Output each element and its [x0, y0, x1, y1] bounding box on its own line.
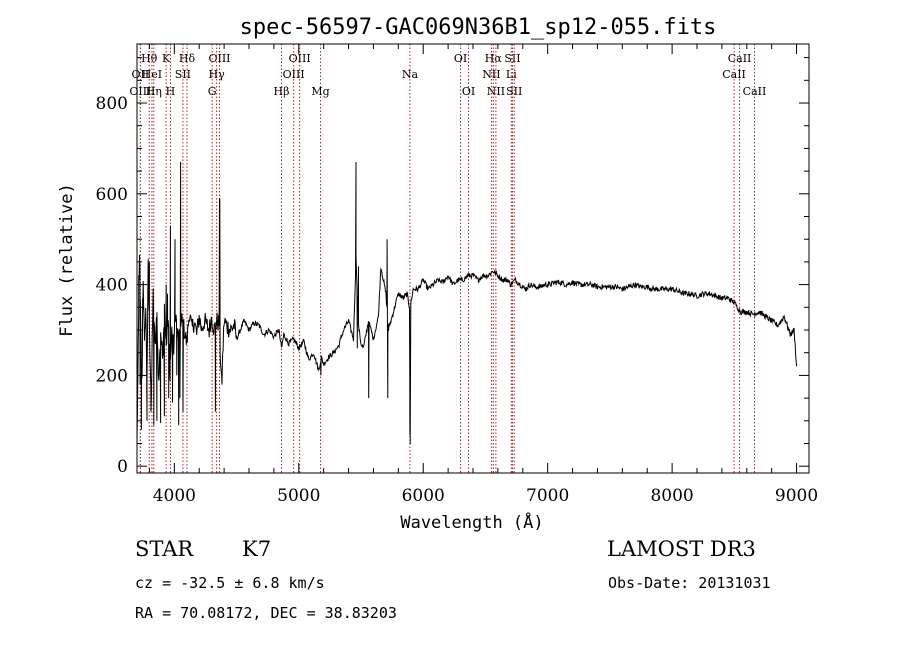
- spectrum-line: [137, 161, 798, 445]
- marker-label: CaII: [722, 68, 746, 81]
- y-tick-label: 0: [117, 457, 128, 477]
- marker-label: OIII: [283, 68, 305, 81]
- coordinates: RA = 70.08172, DEC = 38.83203: [135, 604, 397, 622]
- marker-label: CaII: [728, 52, 752, 65]
- marker-label: OIII: [208, 52, 230, 65]
- marker-label: Hβ: [274, 85, 290, 98]
- object-subclass: K7: [242, 537, 272, 561]
- x-tick-label: 8000: [650, 486, 693, 506]
- marker-label: Hδ: [179, 52, 196, 65]
- marker-label: SII: [175, 68, 191, 81]
- marker-label: Na: [402, 68, 419, 81]
- marker-label: G: [208, 85, 217, 98]
- marker-label: Hα: [485, 52, 503, 65]
- x-tick-label: 9000: [775, 486, 818, 506]
- marker-label: HeI: [142, 68, 162, 81]
- marker-label: NII: [482, 68, 500, 81]
- marker-label: Hγ: [209, 68, 226, 81]
- marker-label: CaII: [743, 85, 767, 98]
- marker-label: OIII: [289, 52, 311, 65]
- spectrum-series: [137, 161, 798, 445]
- x-axis-label: Wavelength (Å): [400, 511, 543, 533]
- marker-label: Mg: [311, 85, 329, 98]
- marker-label: Hθ: [141, 52, 158, 65]
- redshift-value: cz = -32.5 ± 6.8 km/s: [135, 574, 325, 592]
- chart-title: spec-56597-GAC069N36B1_sp12-055.fits: [240, 15, 717, 40]
- marker-label: NII: [487, 85, 505, 98]
- y-tick-label: 800: [96, 94, 128, 114]
- x-tick-label: 7000: [526, 486, 569, 506]
- marker-label: OIII: [129, 85, 151, 98]
- object-class: STAR: [135, 537, 194, 561]
- marker-label: H: [166, 85, 176, 98]
- x-tick-label: 6000: [402, 486, 445, 506]
- x-tick-label: 5000: [277, 486, 320, 506]
- survey-name: LAMOST DR3: [607, 537, 756, 561]
- marker-label: SII: [506, 85, 522, 98]
- marker-label: Hη: [146, 85, 162, 98]
- x-tick-label: 4000: [153, 486, 196, 506]
- plot-frame: [136, 43, 810, 474]
- marker-label: OI: [454, 52, 467, 65]
- marker-label: K: [162, 52, 171, 65]
- x-axis: 4000 5000 6000 7000 8000 9000: [148, 44, 818, 506]
- observation-date: Obs-Date: 20131031: [608, 574, 771, 592]
- y-axis: 0 200 400 600 800: [96, 57, 809, 477]
- marker-label: OI: [462, 85, 475, 98]
- y-axis-label: Flux (relative): [57, 183, 77, 337]
- y-tick-label: 600: [96, 185, 128, 205]
- y-tick-label: 200: [96, 366, 128, 386]
- marker-label: Li: [506, 68, 517, 81]
- marker-label: SII: [504, 52, 520, 65]
- y-tick-label: 400: [96, 276, 128, 296]
- marker-label: OII: [132, 68, 150, 81]
